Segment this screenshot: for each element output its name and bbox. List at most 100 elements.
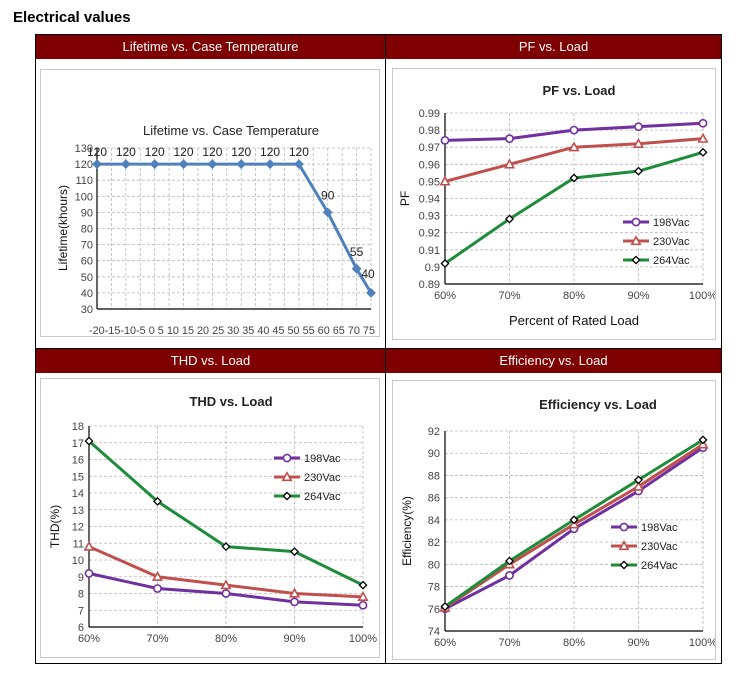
- eff-x-tick-label: 60%: [434, 637, 456, 649]
- thd-x-tick-label: 60%: [78, 633, 100, 645]
- thd-legend-264Vac-marker: [282, 491, 292, 501]
- eff-legend-264Vac-marker: [619, 560, 629, 570]
- pf-chart-title: PF vs. Load: [543, 83, 616, 98]
- pf-chart: PF vs. Load 0.89 0.9 0.91 0.92 0.93 0.94 0.95 0.…: [398, 83, 717, 328]
- lifetime-series-point: [207, 159, 218, 170]
- pf-legend-264Vac-label: 264Vac: [653, 255, 690, 267]
- pf-header: PF vs. Load: [386, 35, 721, 59]
- thd-y-tick-label: 18: [72, 421, 84, 433]
- charts-table: Lifetime vs. Case Temperature PF vs. Loa…: [35, 34, 722, 676]
- pf-series-198Vac-point: [634, 122, 643, 132]
- pf-y-axis-label: PF: [398, 191, 412, 206]
- thd-x-tick-label: 70%: [146, 633, 168, 645]
- eff-legend-264Vac-label: 264Vac: [641, 560, 678, 572]
- pf-series-264Vac-point: [569, 173, 579, 183]
- pf-y-tick-label: 0.93: [419, 211, 440, 223]
- pf-y-tick-label: 0.89: [419, 279, 440, 291]
- thd-legend-230Vac-marker: [281, 471, 293, 482]
- thd-series-198Vac-point: [221, 589, 231, 598]
- eff-chart: Efficiency vs. Load 74 76 78 80 82 84 86 88 90 92 6…: [400, 397, 717, 676]
- thd-header: THD vs. Load: [36, 349, 385, 373]
- pf-series-198Vac-point: [569, 125, 579, 135]
- lifetime-series-point: [120, 159, 131, 170]
- lifetime-data-label: 120: [116, 145, 136, 159]
- thd-y-tick-label: 7: [78, 605, 84, 617]
- pf-series-264Vac-point: [504, 214, 515, 224]
- thd-y-tick-label: 17: [72, 438, 84, 450]
- eff-series-264Vac-point: [440, 602, 450, 612]
- pf-legend-230Vac-marker: [630, 235, 642, 246]
- thd-series-198Vac-point: [358, 600, 368, 610]
- pf-series-264Vac-point: [698, 147, 708, 157]
- lifetime-y-tick-label: 70: [81, 240, 93, 252]
- lifetime-series-point: [178, 159, 189, 170]
- lifetime-header: Lifetime vs. Case Temperature: [36, 35, 385, 59]
- eff-y-tick-label: 74: [428, 626, 440, 638]
- lifetime-y-tick-label: 130: [75, 143, 93, 155]
- eff-x-tick-label: 70%: [498, 637, 520, 649]
- thd-chart: THD vs. Load 6 7 8 9 10 11 12 13 14 15 16 17 18 60% 70%…: [48, 394, 377, 676]
- eff-x-tick-label: 90%: [627, 637, 649, 649]
- pf-x-tick-label: 60%: [434, 290, 456, 302]
- lifetime-data-label: 120: [260, 145, 280, 159]
- thd-series-198Vac-point: [153, 584, 162, 593]
- lifetime-chart-frame: Lifetime vs. Case Temperature 30 40 50 60 70 8…: [40, 69, 380, 360]
- pf-series-264Vac-point: [440, 258, 450, 268]
- thd-series-264Vac-point: [152, 496, 163, 506]
- lifetime-y-tick-label: 80: [81, 224, 93, 236]
- eff-legend-198Vac-marker: [619, 522, 629, 532]
- eff-y-tick-label: 86: [428, 493, 440, 505]
- lifetime-series-point: [265, 159, 275, 170]
- pf-series-230Vac-point: [568, 141, 580, 152]
- thd-y-tick-label: 8: [78, 589, 84, 601]
- lifetime-data-label: 120: [174, 145, 194, 159]
- eff-series-264Vac-point: [698, 435, 708, 445]
- pf-legend-198Vac-label: 198Vac: [653, 217, 690, 229]
- lifetime-data-label: 120: [289, 145, 309, 159]
- thd-series-198Vac-point: [84, 568, 94, 578]
- lifetime-chart: Lifetime vs. Case Temperature 30 40 50 60 70 8…: [56, 123, 376, 360]
- lifetime-series-point: [149, 159, 160, 170]
- section-title: Electrical values: [13, 9, 131, 26]
- eff-legend-198Vac-label: 198Vac: [641, 522, 678, 534]
- lifetime-y-tick-label: 110: [75, 175, 93, 187]
- pf-y-tick-label: 0.97: [419, 142, 440, 154]
- pf-y-tick-label: 0.96: [419, 159, 440, 171]
- thd-series-264Vac-point: [221, 542, 231, 552]
- table-divider-vertical: [385, 35, 386, 663]
- lifetime-data-label: 40: [361, 267, 375, 281]
- thd-series-264Vac-point: [289, 547, 300, 557]
- lifetime-data-label: 120: [202, 145, 222, 159]
- eff-y-tick-label: 82: [428, 537, 440, 549]
- lifetime-series-point: [293, 159, 304, 170]
- eff-series-264Vac-point: [633, 475, 644, 485]
- pf-series-198Vac-point: [698, 118, 708, 128]
- thd-legend-198Vac-marker: [282, 453, 292, 463]
- eff-chart-title: Efficiency vs. Load: [539, 397, 657, 412]
- thd-legend-198Vac-label: 198Vac: [304, 453, 341, 465]
- pf-series-198Vac-point: [505, 134, 514, 144]
- eff-series-264Vac-point: [569, 515, 579, 525]
- pf-legend-264Vac-marker: [631, 255, 641, 265]
- eff-y-tick-label: 84: [428, 515, 440, 527]
- lifetime-data-label: 55: [350, 245, 364, 259]
- thd-y-tick-label: 13: [72, 505, 84, 517]
- thd-y-tick-label: 12: [72, 522, 84, 534]
- pf-x-tick-label: 100%: [689, 290, 715, 302]
- eff-x-tick-label: 80%: [563, 637, 585, 649]
- eff-legend-230Vac-label: 230Vac: [641, 541, 678, 553]
- lifetime-series-point: [322, 207, 333, 218]
- pf-chart-frame: PF vs. Load 0.89 0.9 0.91 0.92 0.93 0.94 0.95 0.…: [392, 68, 717, 340]
- lifetime-data-label: 120: [87, 145, 107, 159]
- thd-y-tick-label: 14: [72, 488, 84, 500]
- eff-y-tick-label: 76: [428, 604, 440, 616]
- pf-x-tick-label: 90%: [627, 290, 649, 302]
- pf-y-tick-label: 0.92: [419, 228, 440, 240]
- thd-legend-230Vac-label: 230Vac: [304, 472, 341, 484]
- thd-x-tick-label: 90%: [283, 633, 305, 645]
- lifetime-y-tick-label: 60: [81, 256, 93, 268]
- thd-x-tick-label: 80%: [215, 633, 237, 645]
- thd-series-230Vac-point: [288, 587, 301, 598]
- thd-x-tick-label: 100%: [349, 633, 377, 645]
- pf-series-230Vac-point: [632, 137, 645, 148]
